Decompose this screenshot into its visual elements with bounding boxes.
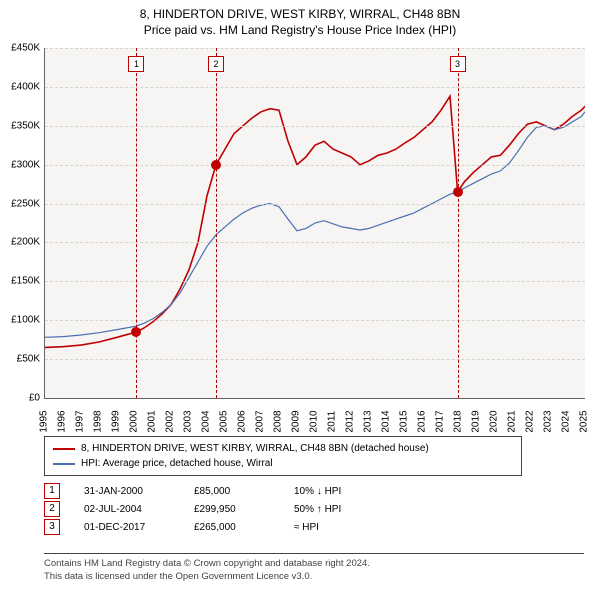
event-dot-icon: [211, 160, 221, 170]
x-tick-label: 2018: [453, 410, 464, 432]
gridline: [45, 320, 585, 321]
x-tick-label: 2008: [273, 410, 284, 432]
x-tick-label: 2016: [417, 410, 428, 432]
series-property: [45, 96, 585, 347]
x-tick-label: 2000: [129, 410, 140, 432]
event-relative: 10% ↓ HPI: [294, 486, 394, 497]
x-tick-label: 2012: [345, 410, 356, 432]
gridline: [45, 281, 585, 282]
event-row-1: 1 31-JAN-2000 £85,000 10% ↓ HPI: [44, 482, 394, 500]
x-tick-label: 1998: [93, 410, 104, 432]
x-tick-label: 1995: [39, 410, 50, 432]
up-arrow-icon: ↑: [317, 504, 322, 515]
x-tick-label: 2006: [237, 410, 248, 432]
event-marker-box: 1: [128, 56, 144, 72]
line-series: [45, 48, 585, 398]
event-marker: 3: [44, 519, 60, 535]
x-tick-label: 2021: [507, 410, 518, 432]
event-line: [216, 48, 217, 398]
x-tick-label: 2005: [219, 410, 230, 432]
x-tick-label: 2013: [363, 410, 374, 432]
chart-title: 8, HINDERTON DRIVE, WEST KIRBY, WIRRAL, …: [0, 0, 600, 38]
x-tick-label: 2009: [291, 410, 302, 432]
event-marker: 2: [44, 501, 60, 517]
x-tick-label: 2017: [435, 410, 446, 432]
gridline: [45, 165, 585, 166]
x-tick-label: 2022: [525, 410, 536, 432]
x-tick-label: 2011: [327, 411, 338, 433]
x-tick-label: 2023: [543, 410, 554, 432]
gridline: [45, 87, 585, 88]
x-tick-label: 2020: [489, 410, 500, 432]
x-tick-label: 2025: [579, 410, 590, 432]
event-row-2: 2 02-JUL-2004 £299,950 50% ↑ HPI: [44, 500, 394, 518]
event-price: £299,950: [194, 504, 294, 515]
y-tick-label: £200K: [11, 237, 40, 248]
title-subtitle: Price paid vs. HM Land Registry's House …: [0, 22, 600, 38]
x-tick-label: 2014: [381, 410, 392, 432]
event-date: 02-JUL-2004: [84, 504, 194, 515]
legend-swatch: [53, 463, 75, 465]
event-dot-icon: [131, 327, 141, 337]
attribution: Contains HM Land Registry data © Crown c…: [44, 553, 584, 584]
x-tick-label: 2003: [183, 410, 194, 432]
event-relative: 50% ↑ HPI: [294, 504, 394, 515]
legend: 8, HINDERTON DRIVE, WEST KIRBY, WIRRAL, …: [44, 436, 522, 476]
event-marker: 1: [44, 483, 60, 499]
attribution-line2: This data is licensed under the Open Gov…: [44, 571, 584, 584]
event-line: [136, 48, 137, 398]
event-line: [458, 48, 459, 398]
y-tick-label: £400K: [11, 81, 40, 92]
event-row-3: 3 01-DEC-2017 £265,000 ≈ HPI: [44, 518, 394, 536]
x-tick-label: 2024: [561, 410, 572, 432]
x-tick-label: 2001: [147, 410, 158, 432]
y-tick-label: £250K: [11, 198, 40, 209]
event-price: £265,000: [194, 522, 294, 533]
x-tick-label: 2019: [471, 410, 482, 432]
gridline: [45, 204, 585, 205]
price-vs-hpi-chart: 8, HINDERTON DRIVE, WEST KIRBY, WIRRAL, …: [0, 0, 600, 590]
x-tick-label: 1999: [111, 410, 122, 432]
approx-icon: ≈: [294, 522, 300, 533]
x-tick-label: 2010: [309, 410, 320, 432]
x-tick-label: 2002: [165, 410, 176, 432]
gridline: [45, 242, 585, 243]
title-address: 8, HINDERTON DRIVE, WEST KIRBY, WIRRAL, …: [0, 6, 600, 22]
down-arrow-icon: ↓: [317, 486, 322, 497]
y-tick-label: £300K: [11, 159, 40, 170]
x-tick-label: 1996: [57, 410, 68, 432]
event-dot-icon: [453, 187, 463, 197]
gridline: [45, 126, 585, 127]
event-date: 01-DEC-2017: [84, 522, 194, 533]
y-tick-label: £150K: [11, 276, 40, 287]
event-date: 31-JAN-2000: [84, 486, 194, 497]
event-marker-box: 2: [208, 56, 224, 72]
y-tick-label: £450K: [11, 43, 40, 54]
event-relative: ≈ HPI: [294, 522, 394, 533]
event-price: £85,000: [194, 486, 294, 497]
x-tick-label: 2015: [399, 410, 410, 432]
x-tick-label: 1997: [75, 410, 86, 432]
legend-label: HPI: Average price, detached house, Wirr…: [81, 456, 273, 471]
legend-label: 8, HINDERTON DRIVE, WEST KIRBY, WIRRAL, …: [81, 441, 429, 456]
y-tick-label: £50K: [17, 354, 40, 365]
x-tick-label: 2007: [255, 410, 266, 432]
attribution-line1: Contains HM Land Registry data © Crown c…: [44, 558, 584, 571]
y-tick-label: £0: [29, 393, 40, 404]
events-table: 1 31-JAN-2000 £85,000 10% ↓ HPI 2 02-JUL…: [44, 482, 394, 536]
legend-item-property: 8, HINDERTON DRIVE, WEST KIRBY, WIRRAL, …: [53, 441, 513, 456]
y-tick-label: £100K: [11, 315, 40, 326]
x-tick-label: 2004: [201, 410, 212, 432]
y-tick-label: £350K: [11, 120, 40, 131]
gridline: [45, 48, 585, 49]
legend-item-hpi: HPI: Average price, detached house, Wirr…: [53, 456, 513, 471]
legend-swatch: [53, 448, 75, 450]
gridline: [45, 359, 585, 360]
event-marker-box: 3: [450, 56, 466, 72]
plot-area: 1 2 3: [44, 48, 585, 399]
